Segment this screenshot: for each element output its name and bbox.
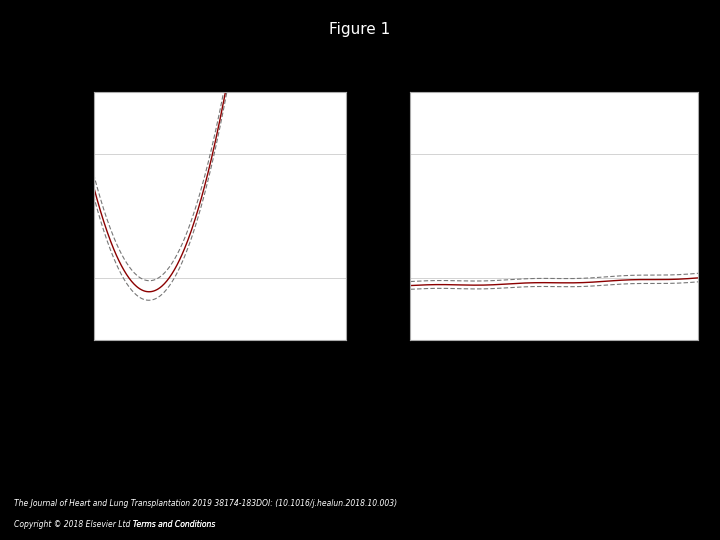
Text: Copyright © 2018 Elsevier Ltd Terms and Conditions: Copyright © 2018 Elsevier Ltd Terms and … <box>14 520 216 529</box>
Text: A: A <box>48 87 58 100</box>
Text: The Journal of Heart and Lung Transplantation 2019 38174-183DOI: (10.1016/j.heal: The Journal of Heart and Lung Transplant… <box>14 498 397 508</box>
Y-axis label: Estimated 30-day mortality: Estimated 30-day mortality <box>384 154 393 278</box>
Title: Donor age: Donor age <box>191 79 248 90</box>
Text: B: B <box>376 87 385 100</box>
Y-axis label: Estimated 30-day mortality: Estimated 30-day mortality <box>67 154 76 278</box>
X-axis label: Donor age: Donor age <box>194 364 245 374</box>
Title: Recipient age: Recipient age <box>516 79 593 90</box>
X-axis label: Recipient age: Recipient age <box>521 364 588 374</box>
Text: Terms and Conditions: Terms and Conditions <box>133 520 216 529</box>
Text: Figure 1: Figure 1 <box>329 22 391 37</box>
